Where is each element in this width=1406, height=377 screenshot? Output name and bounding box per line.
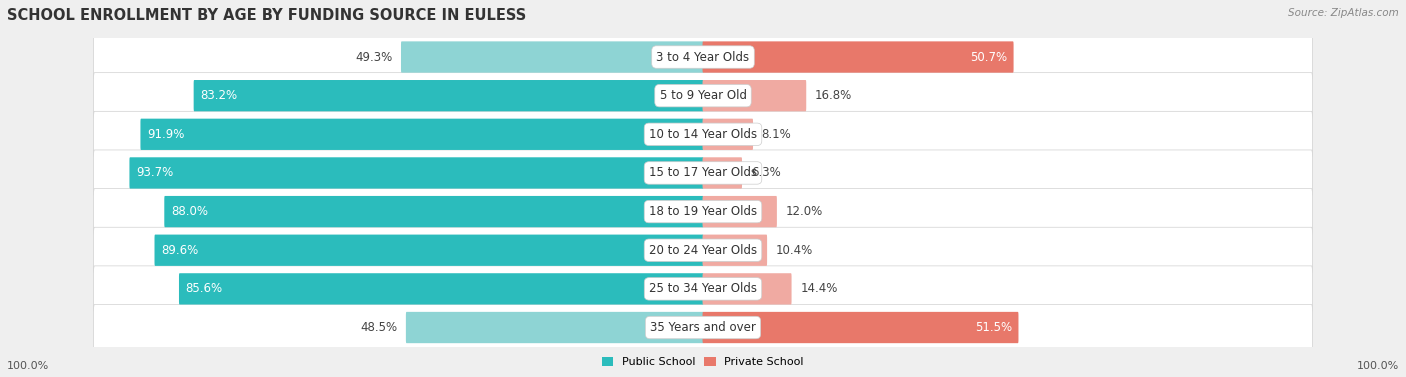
Text: 93.7%: 93.7% <box>136 167 173 179</box>
FancyBboxPatch shape <box>94 188 1312 234</box>
Text: 12.0%: 12.0% <box>786 205 823 218</box>
Text: 91.9%: 91.9% <box>148 128 184 141</box>
Text: 18 to 19 Year Olds: 18 to 19 Year Olds <box>650 205 756 218</box>
Text: 88.0%: 88.0% <box>172 205 208 218</box>
FancyBboxPatch shape <box>179 273 703 305</box>
Text: 48.5%: 48.5% <box>360 321 398 334</box>
Text: 14.4%: 14.4% <box>800 282 838 295</box>
FancyBboxPatch shape <box>703 157 742 188</box>
FancyBboxPatch shape <box>703 196 778 227</box>
Text: 100.0%: 100.0% <box>1357 361 1399 371</box>
FancyBboxPatch shape <box>401 41 703 73</box>
FancyBboxPatch shape <box>703 80 806 111</box>
Text: 83.2%: 83.2% <box>200 89 238 102</box>
Text: 8.1%: 8.1% <box>762 128 792 141</box>
Text: 20 to 24 Year Olds: 20 to 24 Year Olds <box>650 244 756 257</box>
FancyBboxPatch shape <box>703 234 768 266</box>
Text: 10 to 14 Year Olds: 10 to 14 Year Olds <box>650 128 756 141</box>
FancyBboxPatch shape <box>194 80 703 111</box>
Text: 35 Years and over: 35 Years and over <box>650 321 756 334</box>
Text: 50.7%: 50.7% <box>970 51 1007 63</box>
FancyBboxPatch shape <box>703 312 1018 343</box>
FancyBboxPatch shape <box>94 266 1312 312</box>
Text: 5 to 9 Year Old: 5 to 9 Year Old <box>659 89 747 102</box>
Text: 100.0%: 100.0% <box>7 361 49 371</box>
FancyBboxPatch shape <box>703 273 792 305</box>
Text: 6.3%: 6.3% <box>751 167 780 179</box>
Text: 51.5%: 51.5% <box>974 321 1012 334</box>
Text: 10.4%: 10.4% <box>776 244 813 257</box>
FancyBboxPatch shape <box>129 157 703 188</box>
Text: 15 to 17 Year Olds: 15 to 17 Year Olds <box>650 167 756 179</box>
Text: 85.6%: 85.6% <box>186 282 222 295</box>
FancyBboxPatch shape <box>406 312 703 343</box>
FancyBboxPatch shape <box>94 73 1312 119</box>
FancyBboxPatch shape <box>141 119 703 150</box>
FancyBboxPatch shape <box>94 227 1312 273</box>
FancyBboxPatch shape <box>703 41 1014 73</box>
FancyBboxPatch shape <box>94 111 1312 157</box>
Text: 25 to 34 Year Olds: 25 to 34 Year Olds <box>650 282 756 295</box>
FancyBboxPatch shape <box>94 305 1312 351</box>
Text: Source: ZipAtlas.com: Source: ZipAtlas.com <box>1288 8 1399 18</box>
Text: 89.6%: 89.6% <box>162 244 198 257</box>
FancyBboxPatch shape <box>165 196 703 227</box>
FancyBboxPatch shape <box>94 34 1312 80</box>
Text: 16.8%: 16.8% <box>815 89 852 102</box>
FancyBboxPatch shape <box>155 234 703 266</box>
FancyBboxPatch shape <box>94 150 1312 196</box>
Text: 3 to 4 Year Olds: 3 to 4 Year Olds <box>657 51 749 63</box>
FancyBboxPatch shape <box>703 119 754 150</box>
Legend: Public School, Private School: Public School, Private School <box>598 352 808 371</box>
Text: 49.3%: 49.3% <box>356 51 392 63</box>
Text: SCHOOL ENROLLMENT BY AGE BY FUNDING SOURCE IN EULESS: SCHOOL ENROLLMENT BY AGE BY FUNDING SOUR… <box>7 8 526 23</box>
